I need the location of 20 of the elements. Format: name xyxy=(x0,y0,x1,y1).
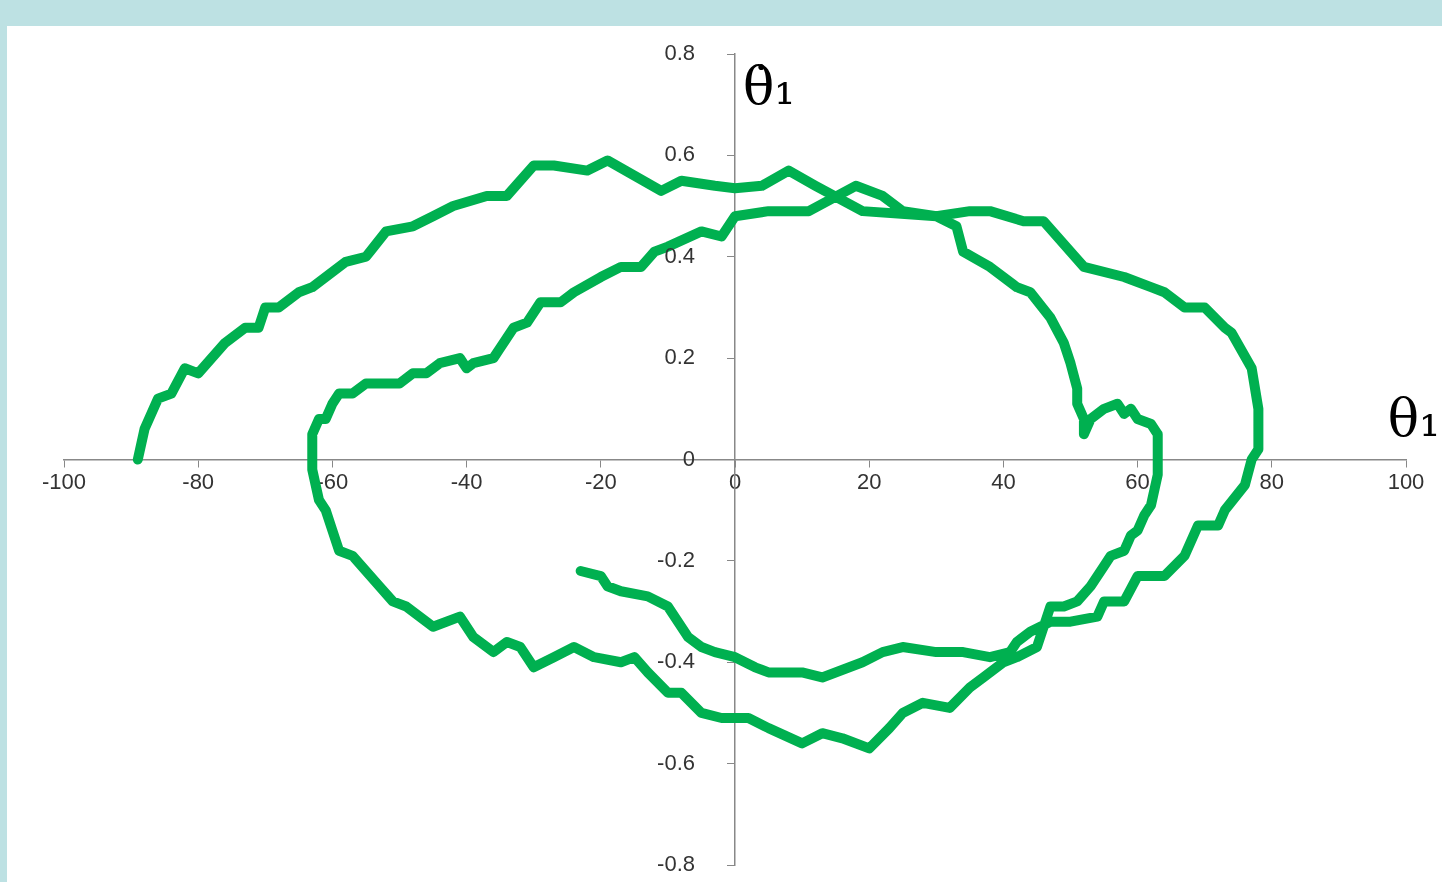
x-tick-label: -40 xyxy=(450,468,483,494)
y-tick-label: 0.8 xyxy=(664,40,695,66)
y-tick-label: 0.6 xyxy=(664,141,695,167)
y-tick-label: -0.8 xyxy=(657,851,695,877)
x-tick-label: 60 xyxy=(1125,468,1150,494)
x-tick-label: -100 xyxy=(41,468,87,494)
y-tick-label: -0.4 xyxy=(657,648,695,674)
y-tick-label: -0.6 xyxy=(657,749,695,775)
x-tick-label: -20 xyxy=(584,468,617,494)
x-tick-label: 20 xyxy=(856,468,882,494)
x-tick-label: 100 xyxy=(1387,468,1425,494)
y-tick-label: -0.2 xyxy=(657,546,695,572)
x-tick-label: 40 xyxy=(991,468,1016,494)
y-tick-label: 0.4 xyxy=(664,242,695,268)
x-tick-label: -80 xyxy=(182,468,215,494)
y-tick-label: 0.2 xyxy=(664,344,695,370)
x-tick-label: -60 xyxy=(316,468,349,494)
y-axis-title: θ̇₁ xyxy=(743,56,796,116)
x-axis-title: θ₁ xyxy=(1387,387,1440,448)
x-tick-label: 80 xyxy=(1259,468,1285,494)
